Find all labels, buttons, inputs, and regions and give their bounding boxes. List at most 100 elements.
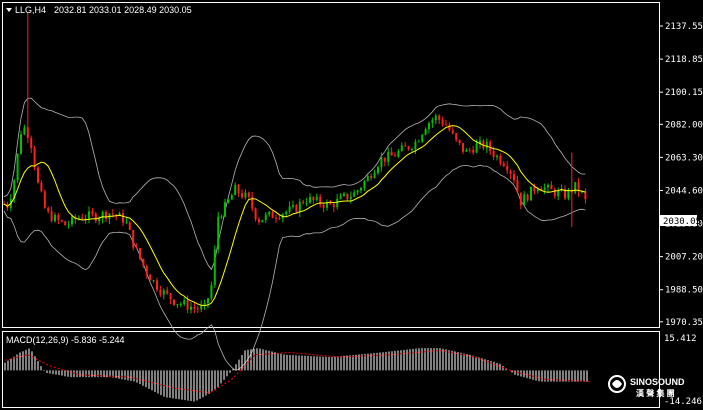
candle-body [251, 196, 254, 209]
candle-body [162, 290, 165, 295]
candle-body [513, 174, 515, 181]
candle-body [472, 149, 475, 153]
candle-body [105, 211, 107, 219]
candle-body [57, 215, 60, 221]
candle-body [207, 298, 209, 304]
candle-body [397, 150, 400, 157]
candle-body [91, 211, 94, 214]
candle-body [360, 187, 362, 191]
candle-body [404, 145, 407, 147]
candle-body [254, 208, 257, 220]
candle-body [523, 194, 526, 206]
candle-body [309, 196, 311, 203]
candle-body [30, 138, 33, 148]
candle-body [111, 213, 114, 215]
candle-body [356, 190, 359, 193]
candle-body [547, 185, 549, 188]
candle-body [261, 220, 264, 223]
macd-signal-path [4, 349, 590, 394]
candle-body [377, 167, 379, 173]
candle-body [462, 143, 464, 152]
candle-body [88, 211, 90, 219]
candle-body [132, 229, 135, 248]
candle-body [329, 202, 332, 205]
candle-body [492, 150, 495, 158]
price-tick-label: 2063.30 [665, 153, 703, 163]
candle-body [380, 157, 383, 168]
candle-body [298, 201, 301, 213]
candle-body [169, 293, 172, 300]
candle-body [519, 192, 522, 206]
candle-body [468, 149, 471, 151]
candle-body [60, 220, 63, 222]
sinosound-logo: SINOSOUND 漢 聲 集 團 [608, 375, 685, 398]
candle-body [23, 127, 26, 135]
candle-body [346, 193, 349, 200]
candle-body [557, 190, 560, 197]
candle-body [54, 215, 56, 222]
candle-body [230, 195, 233, 200]
macd-signal-line [4, 349, 590, 394]
candle-body [196, 308, 199, 310]
price-tick-label: 1988.50 [665, 286, 703, 296]
candle-body [499, 155, 502, 164]
candle-body [275, 218, 277, 220]
candle-body [414, 142, 417, 150]
candle-body [50, 211, 53, 222]
candle-body [268, 211, 271, 215]
candle-body [530, 186, 532, 201]
candle-body [363, 181, 366, 188]
candle-body [533, 186, 536, 192]
candle-body [13, 180, 16, 199]
candle-body [434, 115, 437, 121]
candle-body [258, 219, 260, 223]
candle-body [278, 218, 281, 220]
candle-body [302, 201, 305, 203]
candle-body [176, 304, 179, 306]
candle-body [445, 124, 447, 126]
candle-body [407, 146, 410, 150]
candle-body [20, 134, 22, 154]
candle-body [210, 285, 213, 299]
price-tick-label: 2137.55 [665, 22, 703, 32]
price-tick-label: 2118.85 [665, 55, 703, 65]
candle-body [417, 141, 420, 143]
candle-body [441, 119, 444, 125]
candle-body [312, 196, 315, 200]
candle-body [322, 204, 325, 208]
candle-body [349, 196, 352, 200]
price-tick-label: 2007.20 [665, 253, 703, 263]
candle-body [540, 188, 543, 191]
candle-body [122, 213, 124, 223]
candle-body [203, 303, 206, 306]
candle-body [149, 274, 152, 281]
collapse-triangle-icon[interactable] [6, 8, 12, 12]
candle-body [526, 194, 529, 201]
candle-body [516, 180, 519, 193]
candle-body [71, 216, 73, 225]
candle-body [152, 280, 155, 282]
candle-body [489, 142, 492, 151]
candle-body [353, 192, 356, 197]
candle-body [326, 202, 328, 208]
candle-body [390, 152, 393, 156]
candle-body [101, 211, 104, 219]
candle-body [455, 133, 458, 140]
candle-body [577, 182, 580, 192]
candle-body [292, 205, 294, 207]
candle-body [295, 205, 298, 213]
candle-body [383, 157, 386, 162]
candle-body [47, 208, 50, 212]
candle-body [77, 217, 80, 220]
candle-body [288, 206, 291, 212]
candle-body [43, 191, 46, 209]
candle-body [94, 213, 97, 222]
candle-body [343, 193, 345, 196]
candle-body [247, 192, 250, 197]
candle-body [387, 152, 390, 162]
candle-body [339, 195, 342, 199]
candle-body [451, 130, 454, 134]
candle-body [458, 139, 461, 144]
candle-body [496, 155, 498, 158]
